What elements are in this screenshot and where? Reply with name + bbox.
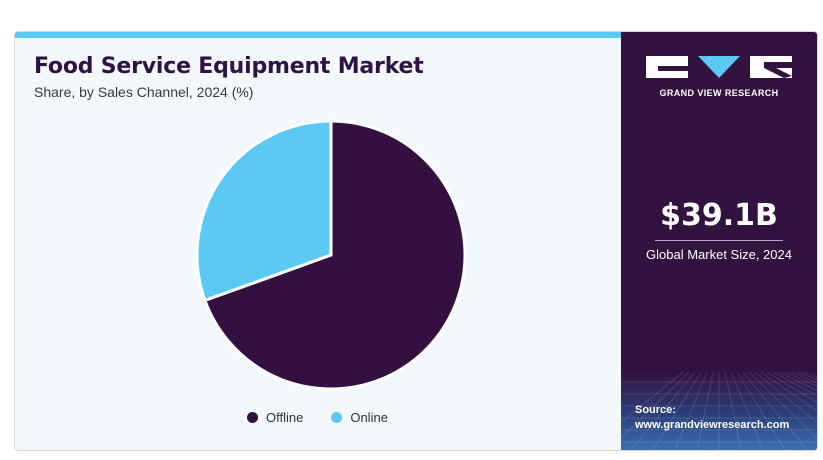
legend-swatch-offline	[247, 412, 258, 423]
grid-line-v	[766, 372, 817, 404]
chart-legend: Offline Online	[247, 410, 388, 425]
grid-line-v	[630, 372, 696, 450]
grid-line-v	[736, 372, 786, 450]
grid-line-v	[621, 372, 690, 439]
legend-item-offline: Offline	[247, 410, 303, 425]
grid-line-v	[760, 372, 817, 412]
summary-panel: GRAND VIEW RESEARCH $39.1B Global Market…	[621, 32, 817, 450]
decorative-grid	[621, 372, 817, 450]
source-label: Source:	[635, 404, 676, 416]
divider	[655, 240, 783, 241]
chart-title: Food Service Equipment Market	[34, 54, 424, 79]
market-size-label: Global Market Size, 2024	[646, 247, 792, 262]
pie-chart	[195, 119, 467, 391]
legend-label-online: Online	[350, 410, 388, 425]
legend-item-online: Online	[331, 410, 388, 425]
pie-slice-offline	[203, 119, 467, 391]
grid-line-v	[696, 372, 714, 450]
grid-line-v	[772, 372, 817, 397]
market-size-value: $39.1B	[660, 198, 778, 233]
chart-subtitle: Share, by Sales Channel, 2024 (%)	[34, 84, 254, 100]
grid-line-v	[748, 372, 817, 439]
grid-line-v	[724, 372, 742, 450]
grid-line-v	[674, 372, 708, 450]
chart-card: Food Service Equipment Market Share, by …	[14, 31, 818, 451]
grid-line-v	[796, 372, 817, 381]
source-band: Source: www.grandviewresearch.com	[621, 372, 817, 450]
grid-line-v	[652, 372, 702, 450]
legend-swatch-online	[331, 412, 343, 423]
pie-slice-online	[195, 119, 333, 302]
grid-line-v	[621, 372, 684, 424]
grid-line-v	[730, 372, 764, 450]
grid-line-v	[802, 372, 817, 378]
brand-name: GRAND VIEW RESEARCH	[659, 88, 779, 98]
grid-line-v	[778, 372, 817, 392]
accent-bar	[15, 32, 621, 38]
grid-line-v	[784, 372, 817, 387]
gvr-logo-icon	[646, 56, 792, 78]
source-link[interactable]: www.grandviewresearch.com	[635, 419, 790, 431]
legend-label-offline: Offline	[266, 410, 304, 425]
grid-line-v	[742, 372, 808, 450]
grid-line-v	[754, 372, 817, 424]
